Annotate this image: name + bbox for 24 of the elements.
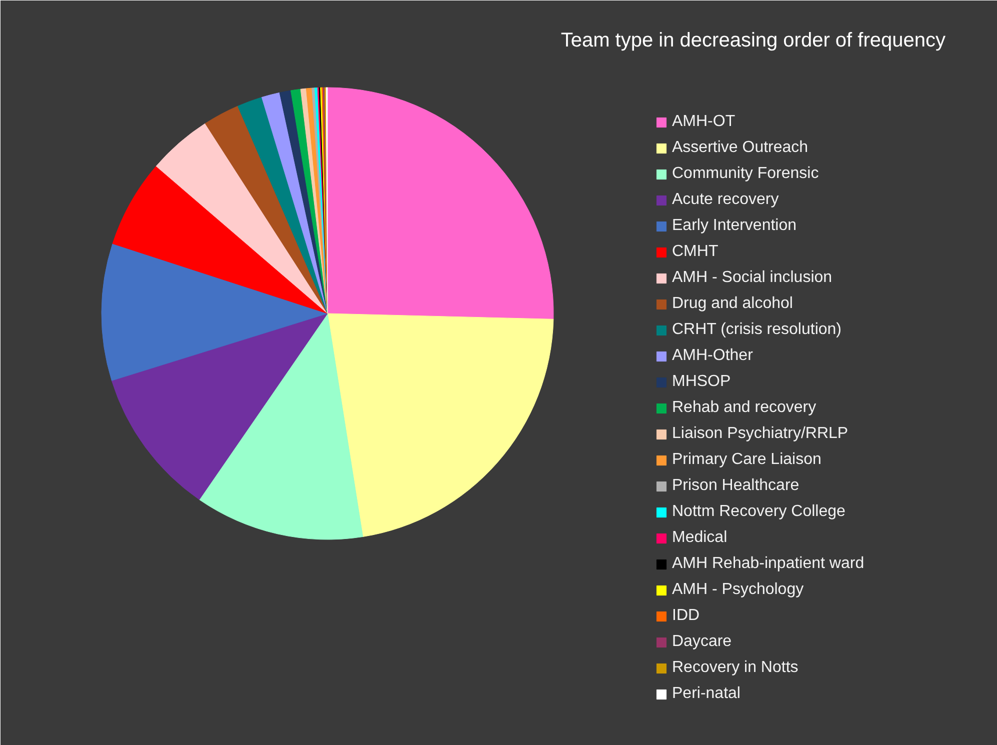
legend-label: AMH Rehab-inpatient ward — [672, 555, 864, 573]
legend-label: Acute recovery — [672, 191, 779, 209]
legend-label: CRHT (crisis resolution) — [672, 321, 842, 339]
legend-label: AMH - Psychology — [672, 581, 804, 599]
legend-label: AMH-Other — [672, 347, 753, 365]
legend-label: Recovery in Notts — [672, 659, 798, 677]
legend-label: AMH - Social inclusion — [672, 269, 832, 287]
legend-label: Prison Healthcare — [672, 477, 800, 495]
legend-label: Daycare — [672, 633, 732, 651]
legend-label: IDD — [672, 607, 700, 625]
legend-label: MHSOP — [672, 373, 731, 391]
legend-label: AMH-OT — [672, 113, 736, 131]
legend-label: Medical — [672, 529, 728, 547]
legend-label: Community Forensic — [672, 165, 819, 183]
chart-title: Team type in decreasing order of frequency — [560, 30, 946, 52]
legend-label: Peri-natal — [672, 685, 740, 703]
legend-label: Rehab and recovery — [672, 399, 816, 417]
legend-label: Assertive Outreach — [672, 139, 808, 157]
legend-label: Early Intervention — [672, 217, 797, 235]
legend-label: Nottm Recovery College — [672, 503, 846, 521]
legend-label: Primary Care Liaison — [672, 451, 822, 469]
legend-label: CMHT — [672, 243, 718, 261]
legend-label: Drug and alcohol — [672, 295, 793, 313]
legend-label: Liaison Psychiatry/RRLP — [672, 425, 848, 443]
